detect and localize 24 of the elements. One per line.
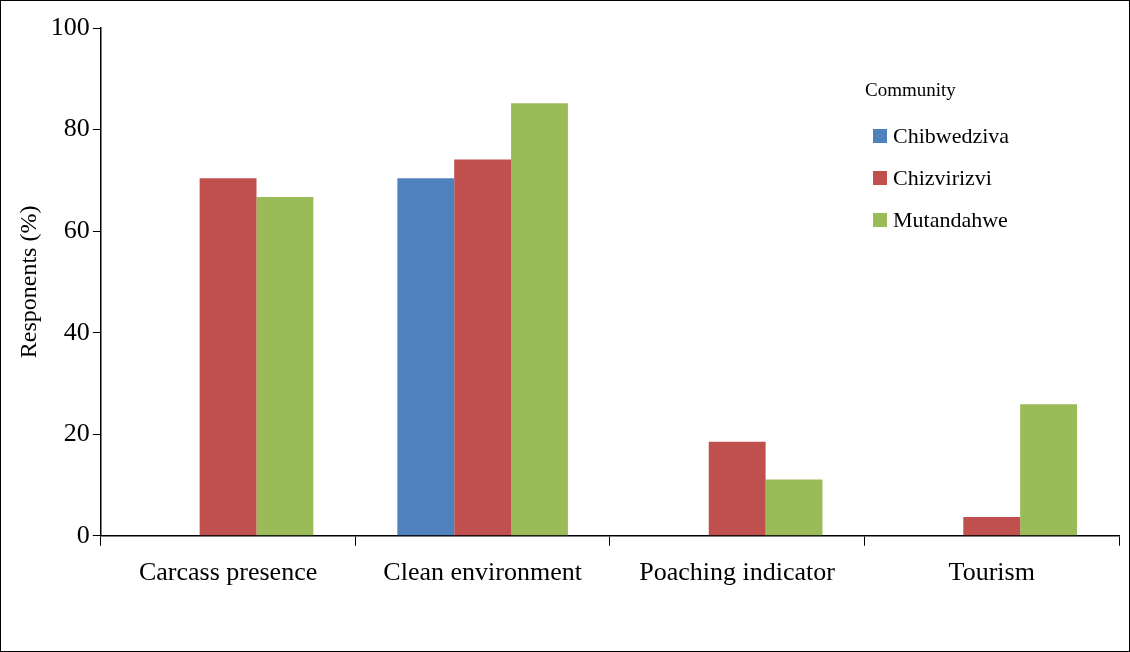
x-tick-label: Tourism xyxy=(948,557,1035,587)
bar xyxy=(708,441,766,536)
bar xyxy=(963,517,1021,536)
legend-label: Chibwedziva xyxy=(893,123,1010,149)
x-tick-label: Poaching indicator xyxy=(639,557,836,587)
y-tick-label: 60 xyxy=(63,214,90,244)
bar xyxy=(1020,404,1077,536)
legend-title: Community xyxy=(865,79,957,101)
y-axis-title: Responents (%) xyxy=(14,205,41,359)
y-tick-label: 100 xyxy=(50,11,90,41)
bar xyxy=(765,479,823,536)
y-tick-label: 40 xyxy=(63,316,90,346)
bar xyxy=(199,178,257,536)
bar xyxy=(454,159,512,536)
bar xyxy=(256,197,314,536)
x-tick-label: Clean environment xyxy=(383,557,583,587)
y-tick-label: 0 xyxy=(76,519,90,549)
legend-label: Mutandahwe xyxy=(893,207,1008,233)
bar xyxy=(397,178,455,536)
bar xyxy=(511,103,568,536)
y-tick-label: 20 xyxy=(63,418,90,448)
y-tick-label: 80 xyxy=(63,113,90,143)
legend-label: Chizvirizvi xyxy=(893,165,992,191)
x-tick-label: Carcass presence xyxy=(138,557,318,587)
